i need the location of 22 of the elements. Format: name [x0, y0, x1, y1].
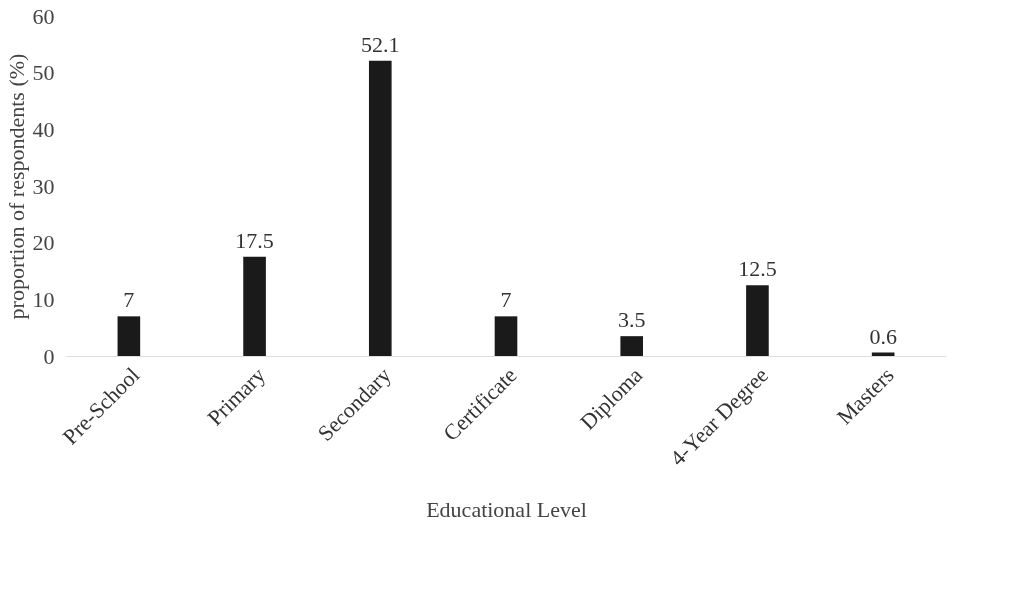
- y-tick-label: 0: [43, 343, 55, 369]
- y-tick-label: 60: [32, 3, 55, 29]
- y-tick-label: 50: [32, 60, 55, 86]
- x-axis-title: Educational Level: [426, 496, 587, 522]
- data-label: 0.6: [869, 323, 897, 349]
- y-axis-title: proportion of respondents (%): [3, 53, 29, 320]
- data-label: 17.5: [235, 227, 274, 253]
- y-tick-label: 40: [32, 116, 55, 142]
- bar: [243, 256, 266, 356]
- data-label: 12.5: [738, 256, 777, 282]
- bar: [117, 316, 141, 356]
- y-tick-label: 10: [32, 286, 55, 312]
- data-label: 7: [123, 287, 135, 313]
- bar: [620, 336, 644, 356]
- bar: [746, 285, 769, 356]
- bar: [494, 316, 518, 356]
- y-tick-label: 30: [32, 173, 55, 199]
- y-tick-label: 20: [32, 230, 55, 256]
- data-label: 52.1: [361, 31, 400, 57]
- bar: [368, 60, 392, 356]
- data-label: 3.5: [617, 307, 646, 333]
- data-label: 7: [500, 287, 512, 313]
